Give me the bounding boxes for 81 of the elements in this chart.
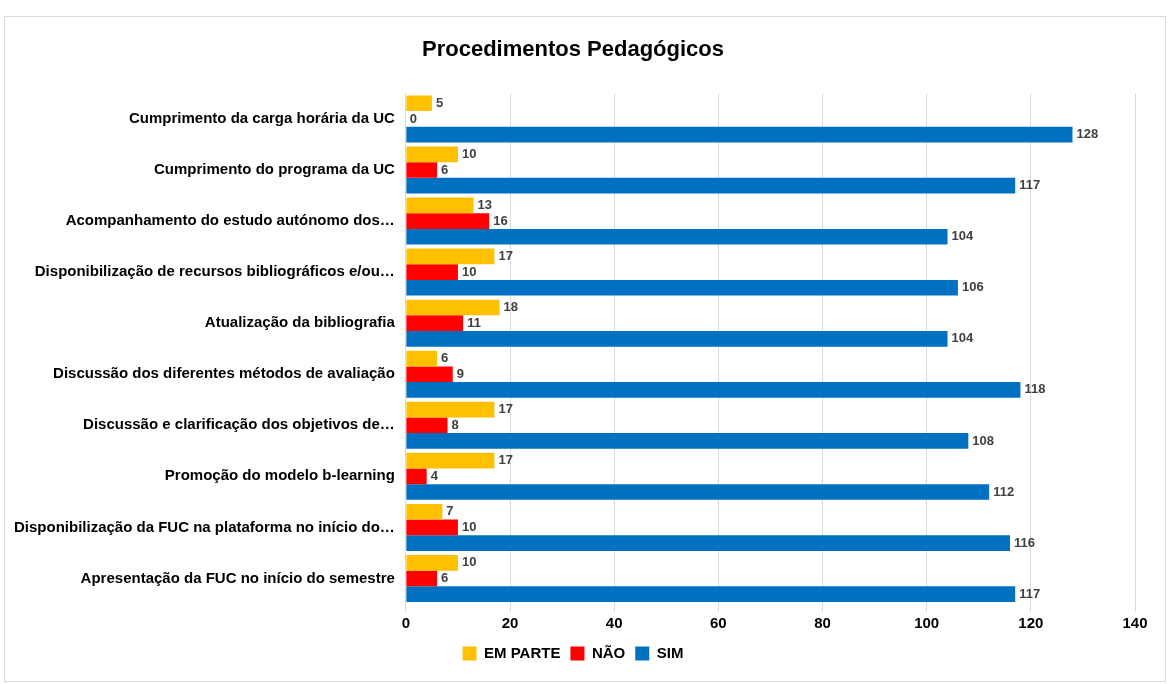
data-label: 6 — [441, 161, 449, 177]
bar — [406, 382, 1021, 398]
data-label: 9 — [456, 365, 464, 381]
data-label: 108 — [972, 432, 995, 448]
x-tick-label: 20 — [501, 614, 519, 632]
bar — [406, 279, 958, 296]
x-tick-label: 140 — [1122, 614, 1148, 632]
data-label: 10 — [461, 518, 477, 534]
data-label: 10 — [461, 145, 477, 161]
legend-label: EM PARTE — [484, 643, 561, 661]
bar — [406, 503, 443, 520]
data-label: 117 — [1019, 585, 1041, 601]
y-tick-label: Discussão e clarificação dos objetivos de… — [83, 415, 395, 433]
x-tick-label: 40 — [605, 614, 623, 632]
data-label: 13 — [477, 196, 493, 212]
bar — [406, 452, 495, 469]
bar — [406, 570, 438, 587]
y-tick-label: Cumprimento do programa da UC — [154, 160, 396, 178]
data-label: 17 — [498, 452, 513, 468]
bar — [406, 401, 495, 418]
data-label: 4 — [430, 467, 439, 483]
data-label: 6 — [441, 350, 449, 366]
y-tick-label: Apresentação da FUC no início do semestre — [80, 568, 395, 586]
data-label: 104 — [951, 228, 974, 244]
y-tick-label: Acompanhamento do estudo autónomo dos… — [65, 211, 395, 229]
data-label: 128 — [1076, 126, 1099, 142]
bar — [406, 162, 438, 178]
bar — [406, 535, 1011, 551]
legend-label: SIM — [656, 643, 684, 661]
data-label: 106 — [961, 279, 984, 295]
bar — [406, 484, 990, 500]
data-label: 5 — [435, 94, 444, 110]
bar — [406, 519, 458, 536]
legend-label: NÃO — [591, 643, 626, 661]
data-label: 116 — [1014, 534, 1035, 550]
data-label: 17 — [498, 248, 513, 264]
data-label: 10 — [461, 263, 477, 279]
bar — [406, 433, 969, 449]
y-tick-label: Discussão dos diferentes métodos de avaliação — [53, 364, 395, 382]
bar — [406, 126, 1073, 143]
data-label: 6 — [441, 570, 449, 586]
data-label: 18 — [503, 299, 519, 315]
bar — [406, 146, 458, 163]
data-label: 118 — [1024, 381, 1046, 397]
x-tick-label: 0 — [401, 614, 411, 632]
bar — [406, 366, 453, 383]
bar — [406, 197, 474, 214]
data-label: 7 — [446, 503, 454, 519]
y-tick-label: Cumprimento da carga horária da UC — [128, 109, 396, 127]
bar — [406, 177, 1016, 194]
bar — [406, 554, 458, 571]
bar — [406, 228, 948, 245]
data-label: 17 — [498, 401, 513, 417]
data-label: 16 — [493, 212, 508, 228]
y-tick-label: Atualização da bibliografia — [204, 313, 396, 331]
x-tick-label: 120 — [1018, 614, 1044, 632]
bar — [406, 417, 448, 434]
data-label: 112 — [993, 483, 1015, 499]
data-label: 104 — [951, 330, 974, 346]
bar — [406, 248, 495, 265]
data-label: 10 — [461, 554, 477, 570]
x-tick-label: 100 — [914, 614, 940, 632]
bar — [406, 95, 432, 112]
data-label: 11 — [467, 314, 481, 330]
bar — [406, 586, 1016, 602]
bar — [406, 315, 464, 331]
data-label: 117 — [1019, 177, 1041, 193]
x-tick-label: 80 — [814, 614, 831, 632]
data-label: 8 — [451, 416, 459, 432]
x-tick-label: 60 — [710, 614, 727, 632]
bar — [406, 468, 427, 485]
y-tick-label: Promoção do modelo b-learning — [164, 466, 395, 484]
y-tick-label: Disponibilização de recursos bibliográficos e/ou… — [34, 262, 395, 280]
bar — [406, 331, 948, 347]
data-label: 0 — [409, 110, 418, 126]
bar — [406, 264, 458, 280]
bar — [406, 350, 438, 367]
bar — [406, 213, 490, 229]
chart-title: Procedimentos Pedagógicos — [422, 36, 724, 62]
y-tick-label: Disponibilização da FUC na plataforma no início do… — [13, 517, 395, 535]
bar — [406, 299, 500, 316]
